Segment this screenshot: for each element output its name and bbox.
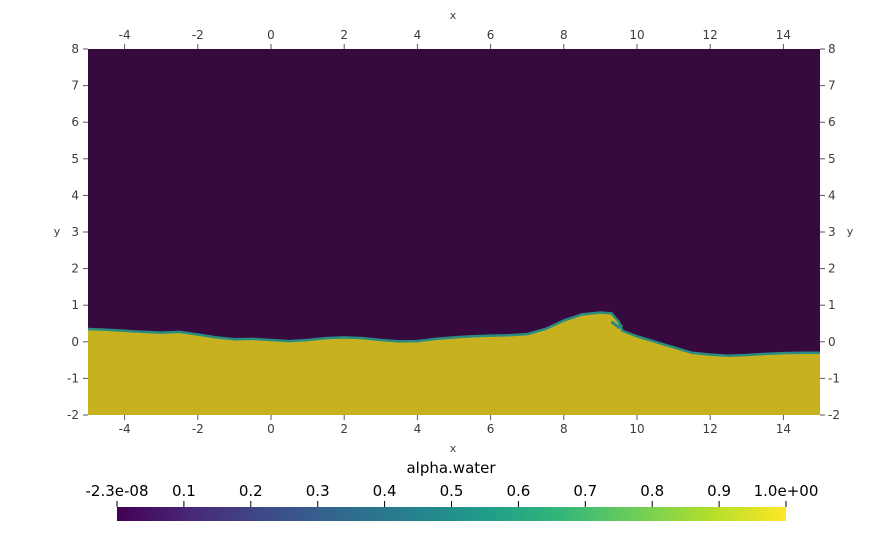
y-tick-label-left: 2 bbox=[71, 262, 79, 276]
y-tick-label-right: 0 bbox=[828, 335, 836, 349]
colorbar-tick-label: 0.3 bbox=[306, 482, 330, 500]
y-axis-label-right: y bbox=[847, 225, 854, 238]
y-tick-label-left: 0 bbox=[71, 335, 79, 349]
x-tick-label-bottom: 14 bbox=[776, 422, 791, 436]
y-tick-label-left: -2 bbox=[67, 408, 79, 422]
colorbar-tick-label: -2.3e-08 bbox=[86, 482, 149, 500]
x-axis-label-bottom: x bbox=[450, 442, 457, 455]
y-tick-label-right: 3 bbox=[828, 225, 836, 239]
colorbar bbox=[117, 507, 786, 521]
x-tick-label-bottom: 12 bbox=[703, 422, 718, 436]
x-tick-label-top: 2 bbox=[340, 28, 348, 42]
x-tick-label-top: 12 bbox=[703, 28, 718, 42]
y-tick-label-right: 2 bbox=[828, 262, 836, 276]
x-tick-label-bottom: 0 bbox=[267, 422, 275, 436]
y-tick-label-left: 3 bbox=[71, 225, 79, 239]
x-tick-label-bottom: 8 bbox=[560, 422, 568, 436]
x-tick-label-bottom: 2 bbox=[340, 422, 348, 436]
colorbar-title: alpha.water bbox=[406, 459, 496, 477]
x-tick-label-top: -2 bbox=[192, 28, 204, 42]
colorbar-tick-label: 0.7 bbox=[573, 482, 597, 500]
y-tick-label-right: 7 bbox=[828, 79, 836, 93]
x-tick-label-top: 10 bbox=[629, 28, 644, 42]
x-tick-label-top: -4 bbox=[119, 28, 131, 42]
y-tick-label-left: 6 bbox=[71, 115, 79, 129]
y-tick-label-right: -1 bbox=[828, 371, 840, 385]
x-tick-label-bottom: 6 bbox=[487, 422, 495, 436]
y-tick-label-left: 5 bbox=[71, 152, 79, 166]
x-tick-label-bottom: 4 bbox=[414, 422, 422, 436]
y-tick-label-right: 1 bbox=[828, 298, 836, 312]
y-tick-label-right: -2 bbox=[828, 408, 840, 422]
colorbar-tick-label: 1.0e+00 bbox=[754, 482, 819, 500]
x-tick-label-top: 0 bbox=[267, 28, 275, 42]
x-tick-label-bottom: -4 bbox=[119, 422, 131, 436]
y-tick-label-left: 7 bbox=[71, 79, 79, 93]
y-tick-label-left: -1 bbox=[67, 371, 79, 385]
x-tick-label-bottom: 10 bbox=[629, 422, 644, 436]
x-tick-label-bottom: -2 bbox=[192, 422, 204, 436]
y-tick-label-right: 5 bbox=[828, 152, 836, 166]
colorbar-tick-label: 0.1 bbox=[172, 482, 196, 500]
y-tick-label-right: 6 bbox=[828, 115, 836, 129]
x-tick-label-top: 6 bbox=[487, 28, 495, 42]
free-surface-line bbox=[87, 311, 820, 357]
x-tick-label-top: 4 bbox=[414, 28, 422, 42]
y-tick-label-right: 4 bbox=[828, 188, 836, 202]
colorbar-tick-label: 0.5 bbox=[440, 482, 464, 500]
x-tick-label-top: 14 bbox=[776, 28, 791, 42]
colorbar-tick-label: 0.6 bbox=[506, 482, 530, 500]
colorbar-tick-label: 0.9 bbox=[707, 482, 731, 500]
breaking-tip bbox=[610, 320, 624, 329]
colorbar-tick-label: 0.2 bbox=[239, 482, 263, 500]
colorbar-tick-label: 0.4 bbox=[373, 482, 397, 500]
x-axis-label-top: x bbox=[450, 9, 457, 22]
water-region bbox=[88, 312, 820, 415]
y-tick-label-left: 1 bbox=[71, 298, 79, 312]
y-tick-label-left: 4 bbox=[71, 188, 79, 202]
colorbar-tick-label: 0.8 bbox=[640, 482, 664, 500]
x-tick-label-top: 8 bbox=[560, 28, 568, 42]
y-axis-label-left: y bbox=[54, 225, 61, 238]
y-tick-label-left: 8 bbox=[71, 42, 79, 56]
y-tick-label-right: 8 bbox=[828, 42, 836, 56]
